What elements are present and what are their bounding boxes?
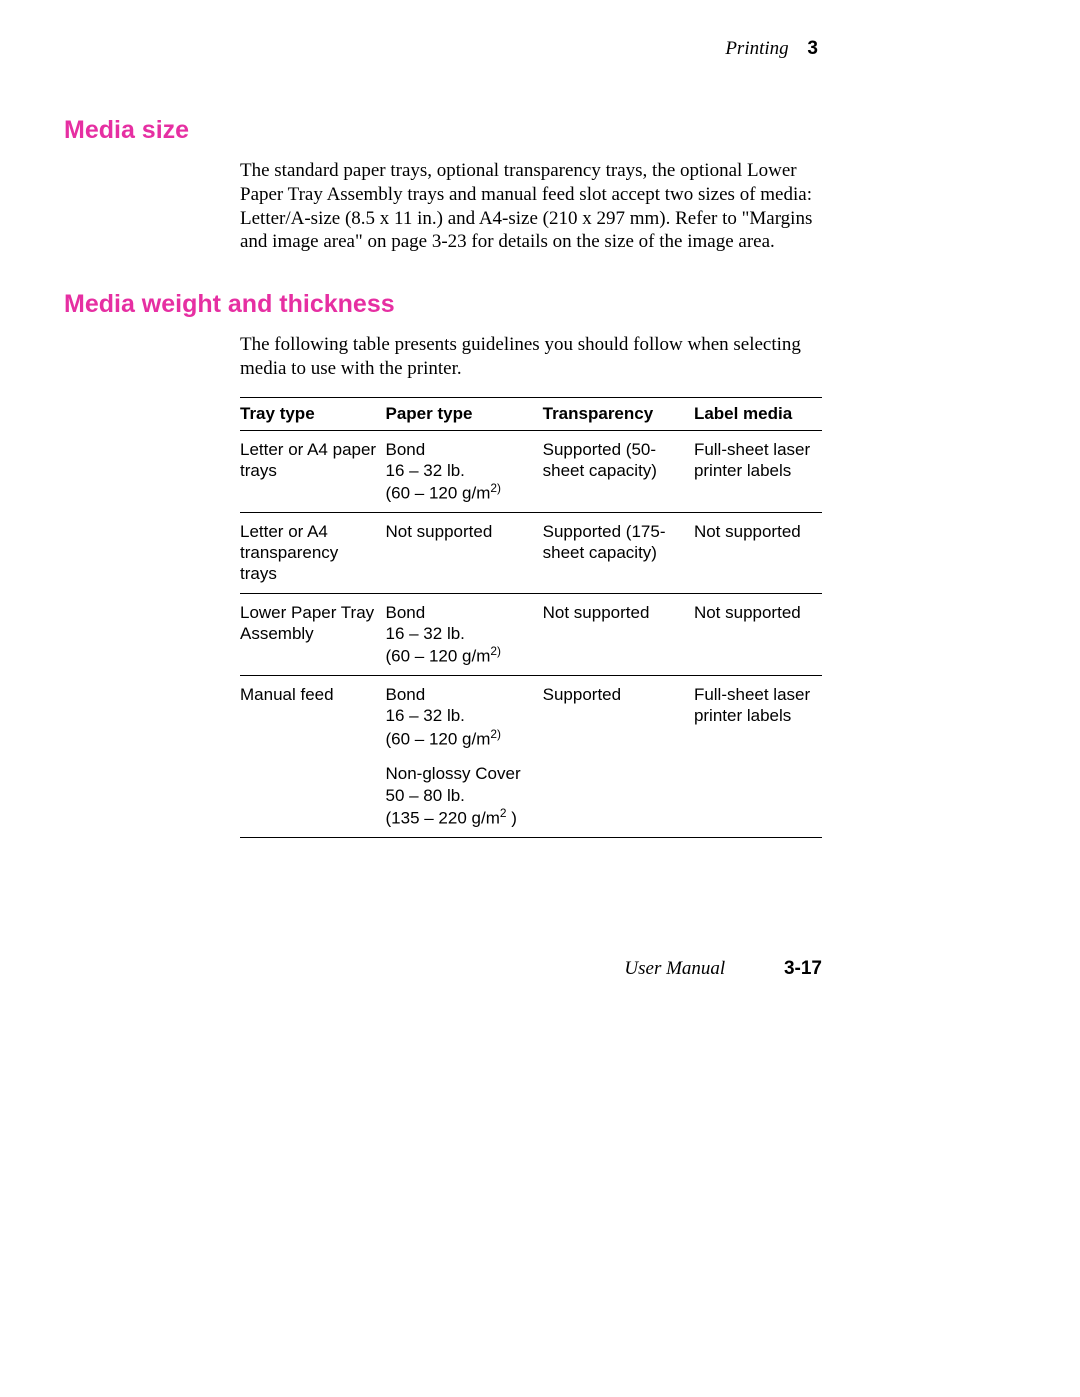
footer-manual: User Manual [624, 958, 725, 979]
paper2-line3c: ) [506, 809, 516, 828]
paper-line3a: (60 – 120 g/m [386, 729, 491, 748]
col-label-media: Label media [694, 397, 822, 430]
paper2-line2: 50 – 80 lb. [386, 786, 465, 805]
col-paper-type: Paper type [386, 397, 543, 430]
cell-label: Full-sheet laser printer labels [694, 430, 822, 512]
cell-tray: Letter or A4 transparency trays [240, 512, 386, 593]
cell-trans: Supported (50-sheet capacity) [543, 430, 694, 512]
cell-label: Full-sheet laser printer labels [694, 676, 822, 838]
paper-line1: Bond [386, 603, 426, 622]
section-name: Printing [725, 38, 788, 59]
cell-label: Not supported [694, 512, 822, 593]
table-row: Lower Paper Tray Assembly Bond 16 – 32 l… [240, 593, 822, 675]
table-row: Letter or A4 transparency trays Not supp… [240, 512, 822, 593]
table-header-row: Tray type Paper type Transparency Label … [240, 397, 822, 430]
cell-trans: Supported [543, 676, 694, 838]
paper-line2: 16 – 32 lb. [386, 461, 465, 480]
paper2-line3a: (135 – 220 g/m [386, 809, 500, 828]
running-head: Printing 3 [64, 38, 822, 60]
table-row: Letter or A4 paper trays Bond 16 – 32 lb… [240, 430, 822, 512]
paper-sup: 2) [490, 727, 501, 741]
cell-tray: Lower Paper Tray Assembly [240, 593, 386, 675]
col-tray-type: Tray type [240, 397, 386, 430]
cell-paper: Bond 16 – 32 lb. (60 – 120 g/m2) [386, 430, 543, 512]
cell-paper: Bond 16 – 32 lb. (60 – 120 g/m2) Non-glo… [386, 676, 543, 838]
cell-paper: Not supported [386, 512, 543, 593]
paper-sup: 2) [490, 644, 501, 658]
chapter-number: 3 [807, 38, 818, 59]
paragraph-media-weight: The following table presents guidelines … [240, 333, 822, 381]
paper-sup: 2) [490, 481, 501, 495]
paper-line1: Bond [386, 685, 426, 704]
paper-line2: 16 – 32 lb. [386, 706, 465, 725]
paper-line2: 16 – 32 lb. [386, 624, 465, 643]
page: Printing 3 Media size The standard paper… [0, 0, 1080, 838]
paper-line1: Bond [386, 440, 426, 459]
cell-paper: Bond 16 – 32 lb. (60 – 120 g/m2) [386, 593, 543, 675]
paper-line3a: (60 – 120 g/m [386, 484, 491, 503]
heading-media-size: Media size [64, 116, 822, 145]
media-table: Tray type Paper type Transparency Label … [240, 397, 822, 838]
cell-tray: Manual feed [240, 676, 386, 838]
table-row: Manual feed Bond 16 – 32 lb. (60 – 120 g… [240, 676, 822, 838]
cell-trans: Not supported [543, 593, 694, 675]
paragraph-media-size: The standard paper trays, optional trans… [240, 159, 822, 254]
cell-tray: Letter or A4 paper trays [240, 430, 386, 512]
cell-trans: Supported (175-sheet capacity) [543, 512, 694, 593]
footer-page-number: 3-17 [784, 958, 822, 979]
cell-label: Not supported [694, 593, 822, 675]
paper2-line1: Non-glossy Cover [386, 764, 521, 783]
heading-media-weight: Media weight and thickness [64, 290, 822, 319]
col-transparency: Transparency [543, 397, 694, 430]
paper-line3a: (60 – 120 g/m [386, 647, 491, 666]
page-footer: User Manual 3-17 [0, 958, 822, 980]
